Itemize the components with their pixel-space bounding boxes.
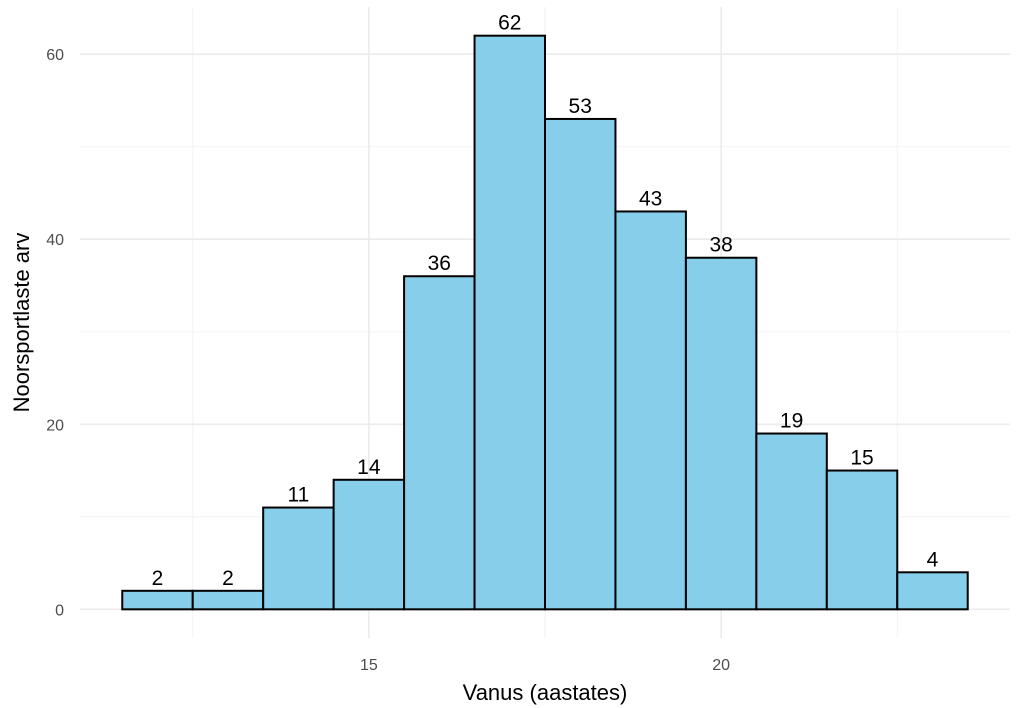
y-tick-label: 40 (46, 232, 64, 249)
x-axis-tick-labels: 15 20 (360, 657, 730, 674)
histogram-bar (544, 117, 617, 611)
x-axis-title: Vanus (aastates) (463, 680, 628, 705)
histogram-bar (191, 589, 265, 611)
y-axis-title: Noorsportlaste arv (9, 233, 34, 413)
bar-value-label: 36 (428, 252, 451, 275)
histogram-bars (121, 34, 969, 611)
histogram-bar (614, 210, 687, 611)
x-tick-label: 20 (712, 657, 730, 674)
histogram-bar (473, 34, 546, 611)
bar-value-labels: 2 2 11 14 36 62 53 43 38 19 15 4 (152, 12, 939, 590)
x-tick-label: 15 (360, 657, 378, 674)
bar-value-label: 2 (222, 567, 234, 590)
bar-value-label: 43 (639, 187, 662, 210)
y-tick-label: 60 (46, 47, 64, 64)
bar-value-label: 14 (357, 456, 381, 479)
histogram-bar (684, 256, 758, 611)
histogram-bar (755, 432, 828, 611)
bar-value-label: 19 (780, 410, 803, 433)
histogram-bar (825, 469, 899, 611)
y-tick-label: 0 (55, 602, 64, 619)
histogram-bar (332, 478, 406, 611)
bar-value-label: 15 (850, 447, 873, 470)
histogram-bar (403, 275, 476, 611)
bar-value-label: 4 (927, 548, 939, 571)
histogram-bar (121, 589, 194, 611)
bar-value-label: 53 (569, 95, 592, 118)
y-tick-label: 20 (46, 417, 64, 434)
histogram-bar (896, 571, 969, 611)
bar-value-label: 2 (152, 567, 164, 590)
histogram-bar (262, 506, 335, 611)
y-axis-tick-labels: 0 20 40 60 (46, 47, 64, 619)
bar-value-label: 38 (709, 234, 732, 257)
bar-value-label: 62 (498, 12, 521, 35)
bar-value-label: 11 (288, 484, 310, 507)
